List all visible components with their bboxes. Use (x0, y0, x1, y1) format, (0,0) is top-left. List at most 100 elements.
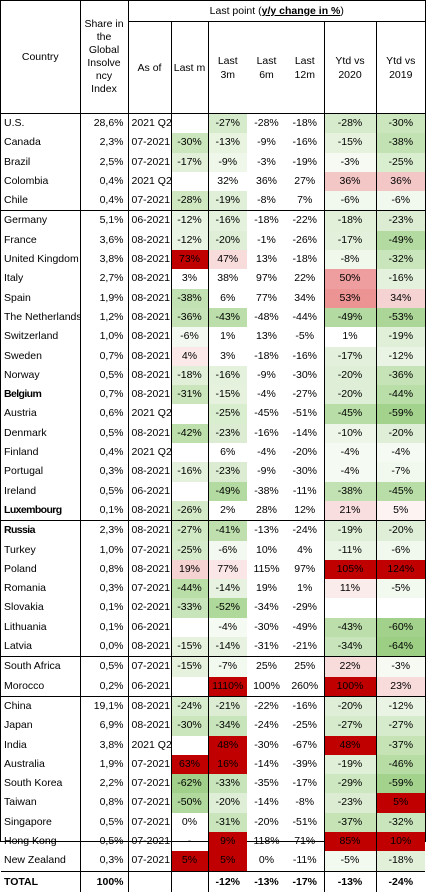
cell-m6: -30% (254, 620, 279, 633)
cell-m3: 5% (208, 851, 247, 872)
cell-y19: -37% (376, 735, 426, 755)
header-last-6m: Last 6m (247, 21, 286, 114)
cell-m3: 6% (220, 446, 236, 459)
cell-y20: -6% (324, 191, 377, 211)
cell-share: 2,7% (80, 269, 129, 289)
cell-y19: -53% (376, 307, 426, 328)
table-row: Slovakia 0,1% 02-2021 -33% -52% -34% -29% (1, 598, 425, 618)
cell-country: Slovakia (1, 598, 81, 618)
cell-m: -15% (171, 637, 209, 657)
cell-country: The Netherlands (1, 307, 81, 328)
cell-y19: -4% (376, 443, 426, 463)
cell-asof: 2021 Q2 (128, 443, 172, 463)
cell-m6: -31% (254, 640, 279, 653)
cell-asof: 08-2021 (128, 288, 172, 308)
cell-m12: 12% (286, 500, 325, 521)
cell-y20: -3% (324, 152, 377, 172)
cell-m3: -6% (208, 540, 247, 560)
cell-y20: -19% (324, 754, 377, 775)
cell-m: -18% (171, 365, 209, 386)
cell-m3: 32% (217, 174, 239, 187)
cell-asof: 08-2021 (128, 520, 172, 541)
cell-y19: -16% (376, 269, 426, 289)
cell-asof: 06-2021 (128, 617, 172, 638)
cell-country: Canada (1, 133, 81, 153)
cell-m: -15% (171, 656, 209, 677)
cell-m6: 13% (255, 330, 277, 343)
cell-asof: 2021 Q2 (128, 735, 172, 755)
table-row: Portugal 0,3% 08-2021 -16% -23% -9% -30% -4% -7% (1, 462, 426, 482)
cell-asof: 08-2021 (128, 269, 172, 289)
cell-country: Austria (1, 404, 81, 424)
cell-m12: -30% (286, 365, 325, 386)
cell-m12: -16% (286, 346, 325, 366)
cell-m6: -9% (257, 136, 276, 149)
cell-country: Russia (1, 520, 81, 541)
cell-y19: -49% (376, 230, 426, 251)
cell-y19: -20% (376, 520, 426, 541)
table-row: Sweden 0,7% 08-2021 4% 3% -18% -16% -17% -12% (1, 346, 426, 366)
cell-asof: 08-2021 (128, 559, 172, 580)
cell-m: 5% (171, 851, 209, 872)
cell-y20: -29% (324, 774, 377, 794)
cell-m: -44% (171, 579, 209, 599)
cell-share: 0,5% (80, 656, 129, 677)
cell-m12: 7% (286, 191, 325, 211)
cell-m3: -20% (208, 230, 247, 251)
table-body: U.S. 28,6% 2021 Q2 -27% -28% -18% -28% -30% Cana… (1, 113, 426, 892)
table-row: Spain 1,9% 08-2021 -38% 6% 77% 34% 53% 34% (1, 288, 426, 308)
cell-share: 0,5% (80, 423, 129, 444)
table-row: U.S. 28,6% 2021 Q2 -27% -28% -18% -28% -30% (1, 113, 426, 134)
cell-m3: -33% (208, 774, 247, 794)
cell-m3: 48% (208, 735, 247, 755)
cell-m12: -39% (286, 754, 325, 775)
cell-m3: -34% (208, 716, 247, 736)
cell-share: 6,9% (80, 716, 129, 736)
cell-y20: -8% (324, 250, 377, 270)
cell-y20: -17% (324, 230, 377, 251)
table-row: Canada 2,3% 07-2021 -30% -13% -9% -16% -15% -38% (1, 133, 426, 153)
cell-share: 2,3% (80, 520, 129, 541)
cell-m (171, 404, 209, 424)
cell-m: -50% (171, 793, 209, 813)
cell-y20: 105% (324, 559, 377, 580)
cell-m12: -11% (286, 481, 325, 501)
cell-m12: 34% (286, 288, 325, 308)
cell-m12: -17% (286, 774, 325, 794)
cell-y19: 5% (376, 500, 426, 521)
cell-m6: 19% (255, 582, 277, 595)
cell-asof: 07-2021 (128, 133, 172, 153)
cell-asof: 07-2021 (128, 754, 172, 775)
cell-share: 0,4% (80, 443, 129, 463)
cell-country: Morocco (1, 676, 81, 697)
table-row: Japan 6,9% 08-2021 -30% -34% -24% -25% -27% -27% (1, 716, 426, 736)
cell-m3: -16% (208, 210, 247, 231)
cell-y20: -37% (324, 812, 377, 832)
table-row: India 3,8% 2021 Q2 48% -30% -67% 48% -37% (1, 735, 426, 755)
cell-share: 0,4% (80, 171, 129, 192)
table-row: Romania 0,3% 07-2021 -44% -14% 19% 1% 11% -5% (1, 579, 426, 599)
cell-country: South Korea (1, 774, 81, 794)
table-row: Austria 0,6% 2021 Q2 -25% -45% -51% -45% -59% (1, 404, 426, 424)
cell-y20: -20% (324, 695, 377, 717)
cell-y19: 124% (376, 559, 426, 580)
total-country: TOTAL (1, 870, 81, 892)
cell-y20: 48% (324, 735, 377, 755)
cell-y20: -4% (324, 462, 377, 482)
cell-y19: -6% (376, 540, 426, 560)
cell-country: Norway (1, 365, 81, 386)
cell-y19: -59% (376, 404, 426, 424)
table-row: Morocco 0,2% 06-2021 1110% 100% 260% 100% 23% (1, 676, 426, 697)
total-m (171, 870, 209, 892)
cell-y19: -12% (376, 346, 426, 366)
cell-m6: -24% (254, 719, 279, 732)
cell-y20: -45% (324, 404, 377, 424)
cell-y20: -18% (324, 210, 377, 231)
cell-m: -27% (171, 520, 209, 541)
cell-share: 1,0% (80, 327, 129, 347)
cell-m (171, 481, 209, 501)
total-row: TOTAL 100% -12% -13% -17% -13% -24% (1, 870, 426, 892)
cell-asof: 08-2021 (128, 365, 172, 386)
cell-country: Spain (1, 288, 81, 308)
cell-share: 0,8% (80, 793, 129, 813)
